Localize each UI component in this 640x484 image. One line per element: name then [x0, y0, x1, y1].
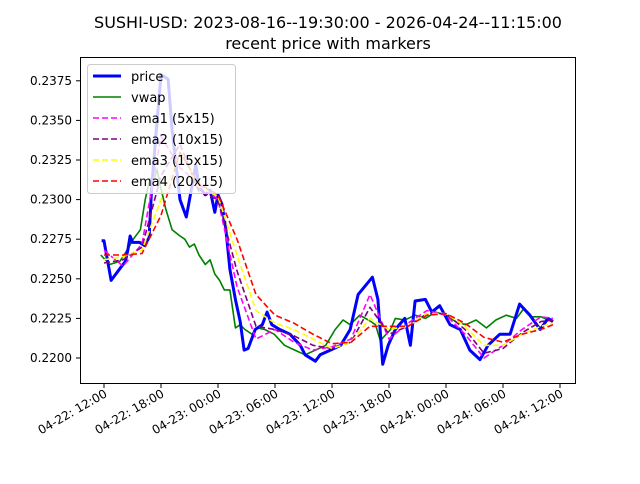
y-tick-label: 0.2250: [30, 272, 72, 286]
y-tick-label: 0.2350: [30, 113, 72, 127]
series-line-ema2: [103, 143, 554, 355]
plot-frame: [80, 57, 576, 384]
y-tick-label: 0.2225: [30, 311, 72, 325]
y-tick-label: 0.2375: [30, 74, 72, 88]
chart-subtitle: recent price with markers: [225, 34, 431, 53]
legend: [87, 64, 236, 194]
legend-label: ema4 (20x15): [131, 175, 223, 190]
y-tick-label: 0.2300: [30, 193, 72, 207]
legend-label: ema1 (5x15): [131, 112, 215, 127]
y-tick-label: 0.2275: [30, 232, 72, 246]
chart-title: SUSHI-USD: 2023-08-16--19:30:00 - 2026-0…: [94, 13, 562, 32]
legend-label: price: [131, 70, 163, 85]
legend-label: vwap: [131, 91, 166, 106]
legend-label: ema3 (15x15): [131, 154, 223, 169]
y-tick-label: 0.2200: [30, 351, 72, 365]
y-tick-label: 0.2325: [30, 153, 72, 167]
legend-label: ema2 (10x15): [131, 133, 223, 148]
series-line-vwap: [100, 168, 554, 356]
